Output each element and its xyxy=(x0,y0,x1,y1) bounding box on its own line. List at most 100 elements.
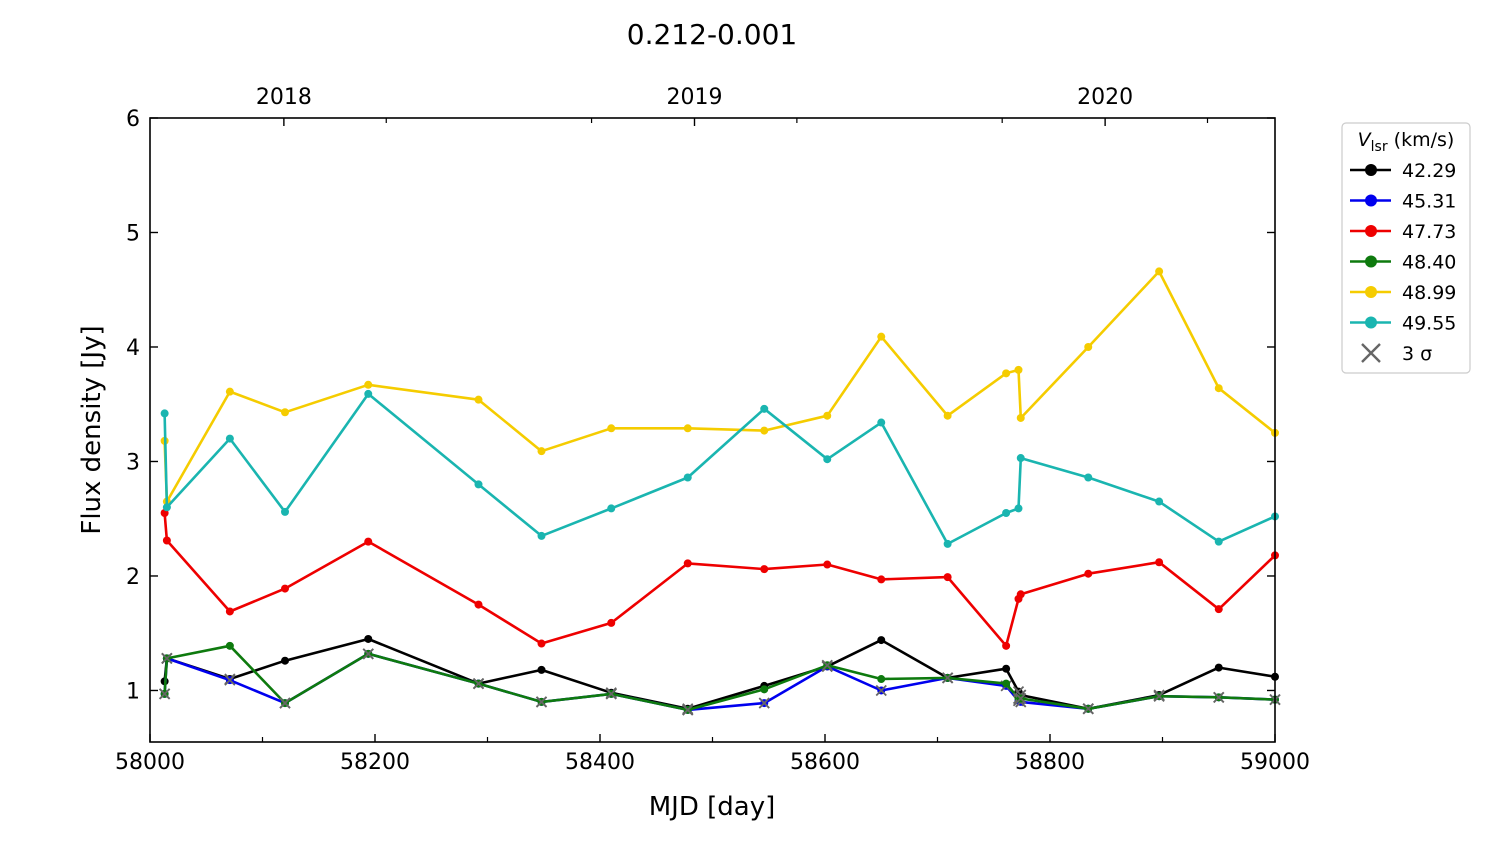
y-tick-label: 5 xyxy=(126,221,140,246)
data-point xyxy=(1214,384,1223,393)
data-point xyxy=(1155,267,1164,276)
data-point xyxy=(1155,497,1164,506)
y-axis-label: Flux density [Jy] xyxy=(77,325,107,534)
data-point xyxy=(364,380,373,389)
data-point xyxy=(1002,509,1011,518)
legend-entry-49.55: 49.55 xyxy=(1350,313,1456,335)
data-point xyxy=(943,411,952,420)
data-point xyxy=(537,531,546,540)
y-tick-label: 2 xyxy=(126,565,140,590)
data-point xyxy=(823,411,832,420)
data-point xyxy=(877,575,886,584)
data-point xyxy=(760,426,769,435)
legend-entry-45.31: 45.31 xyxy=(1350,191,1456,213)
x-tick-label: 58400 xyxy=(565,750,635,775)
data-point xyxy=(474,395,483,404)
legend-marker xyxy=(1365,286,1377,298)
sigma-marker xyxy=(279,697,291,709)
sigma-marker xyxy=(362,648,374,660)
data-point xyxy=(225,641,234,650)
legend-entry-48.40: 48.40 xyxy=(1350,252,1456,274)
data-point xyxy=(877,418,886,427)
data-point xyxy=(474,480,483,489)
x-tick-label: 58200 xyxy=(340,750,410,775)
sigma-marker xyxy=(682,704,694,716)
series-line xyxy=(163,637,1276,711)
legend-box xyxy=(1341,122,1471,374)
sigma-marker xyxy=(158,688,171,700)
legend-marker xyxy=(1365,194,1377,207)
year-label: 2019 xyxy=(667,85,723,110)
data-point xyxy=(364,389,373,398)
data-point xyxy=(760,685,769,694)
year-label: 2018 xyxy=(256,85,312,110)
data-point xyxy=(1214,537,1223,546)
x-tick-label: 58800 xyxy=(1015,750,1085,775)
legend-label: 49.55 xyxy=(1402,313,1456,335)
data-point xyxy=(760,565,769,574)
series-49.55 xyxy=(160,389,1279,548)
data-point xyxy=(1016,454,1025,463)
data-point xyxy=(225,387,234,396)
legend: Vlsr (km/s) 42.29 45.31 47.73 48.40 48.99 49.… xyxy=(1341,122,1471,374)
y-tick-label: 1 xyxy=(126,679,140,704)
plot-frame xyxy=(149,117,1276,743)
data-point xyxy=(1002,679,1011,688)
legend-label: 42.29 xyxy=(1402,160,1456,182)
data-point xyxy=(607,618,616,627)
data-point xyxy=(281,408,289,417)
series-line xyxy=(163,270,1276,503)
legend-marker xyxy=(1365,255,1377,268)
data-point xyxy=(760,404,769,413)
data-point xyxy=(537,665,546,674)
data-point xyxy=(1002,641,1011,650)
data-point xyxy=(1016,413,1025,422)
data-point xyxy=(1155,558,1164,567)
y-tick-label: 4 xyxy=(126,336,140,361)
data-point xyxy=(1014,504,1023,513)
data-point xyxy=(823,560,832,569)
axis-ticks: 58000 58200 58400 58600 58800 59000 1 2 3 4 5 6 2018… xyxy=(115,85,1310,775)
legend-label: 47.73 xyxy=(1402,221,1456,243)
series-line xyxy=(163,392,1276,546)
sigma-marker xyxy=(161,652,173,665)
data-point xyxy=(1084,473,1093,482)
data-point xyxy=(877,332,886,341)
legend-sigma-label: 3 σ xyxy=(1402,343,1432,365)
legend-title: Vlsr (km/s) xyxy=(1358,129,1455,155)
data-point xyxy=(364,537,373,546)
sigma-marker xyxy=(821,659,833,671)
data-point xyxy=(160,409,169,418)
data-point xyxy=(1014,365,1023,374)
y-tick-label: 3 xyxy=(126,450,140,475)
sigma-marker xyxy=(472,677,485,690)
series-line xyxy=(163,512,1276,648)
sigma-marker xyxy=(1082,703,1094,715)
y-tick-label: 6 xyxy=(126,107,140,132)
data-point xyxy=(225,434,234,443)
data-point xyxy=(162,503,171,512)
data-point xyxy=(537,447,546,456)
sigma-marker xyxy=(941,672,954,684)
data-point xyxy=(474,600,483,609)
legend-label: 45.31 xyxy=(1402,191,1456,213)
data-point xyxy=(1002,369,1011,378)
data-point xyxy=(683,424,692,433)
sigma-marker xyxy=(224,674,236,686)
data-point xyxy=(281,584,289,593)
data-point xyxy=(683,473,692,482)
legend-entry-47.73: 47.73 xyxy=(1350,221,1456,243)
series-47.73 xyxy=(160,509,1279,650)
data-point xyxy=(364,634,373,643)
data-point xyxy=(943,539,952,548)
data-point xyxy=(877,675,886,684)
sigma-marker xyxy=(535,696,548,708)
data-point xyxy=(537,639,546,648)
x-tick-label: 58000 xyxy=(115,750,185,775)
data-point xyxy=(823,455,832,464)
data-point xyxy=(225,607,234,616)
data-point xyxy=(877,636,886,645)
data-point xyxy=(607,504,616,513)
x-tick-label: 59000 xyxy=(1240,750,1310,775)
series-48.40 xyxy=(158,641,1281,716)
